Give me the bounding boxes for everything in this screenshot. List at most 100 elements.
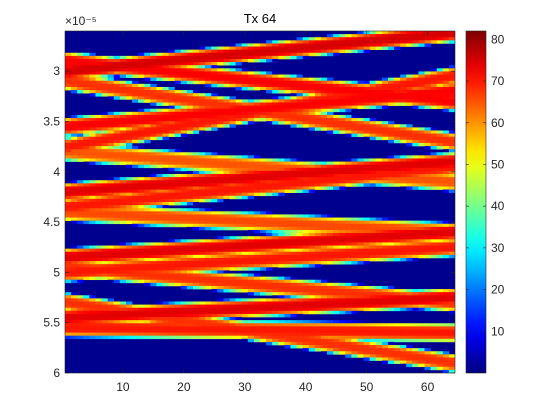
heatmap-cell bbox=[345, 133, 352, 138]
heatmap-cell bbox=[223, 282, 230, 287]
heatmap-cell bbox=[77, 264, 84, 268]
heatmap-cell bbox=[150, 282, 157, 287]
heatmap-cell bbox=[302, 298, 310, 302]
heatmap-cell bbox=[345, 307, 352, 312]
heatmap-cell bbox=[199, 180, 206, 184]
heatmap-cell bbox=[83, 329, 90, 333]
heatmap-cell bbox=[327, 177, 334, 181]
heatmap-cell bbox=[272, 332, 279, 336]
heatmap-cell bbox=[272, 301, 279, 305]
heatmap-cell bbox=[375, 83, 383, 88]
heatmap-cell bbox=[119, 264, 127, 268]
heatmap-cell bbox=[320, 167, 328, 172]
heatmap-cell bbox=[247, 183, 255, 187]
heatmap-cell bbox=[144, 77, 151, 82]
heatmap-cell bbox=[406, 257, 413, 262]
heatmap-cell bbox=[363, 357, 370, 361]
heatmap-cell bbox=[101, 161, 108, 165]
heatmap-cell bbox=[345, 96, 352, 100]
heatmap-cell bbox=[77, 52, 84, 57]
heatmap-cell bbox=[369, 158, 377, 162]
heatmap-cell bbox=[369, 124, 377, 128]
heatmap-cell bbox=[168, 155, 175, 159]
heatmap-cell bbox=[217, 223, 224, 228]
heatmap-cell bbox=[290, 236, 297, 240]
heatmap-cell bbox=[65, 317, 72, 321]
heatmap-cell bbox=[339, 99, 346, 103]
heatmap-cell bbox=[357, 341, 364, 346]
heatmap-cell bbox=[138, 264, 145, 268]
heatmap-cell bbox=[205, 195, 212, 200]
heatmap-cell bbox=[211, 335, 218, 340]
heatmap-cell bbox=[302, 170, 310, 175]
heatmap-cell bbox=[351, 80, 358, 85]
heatmap-cell bbox=[333, 37, 340, 41]
heatmap-cell bbox=[89, 118, 96, 122]
heatmap-cell bbox=[320, 49, 328, 54]
heatmap-cell bbox=[406, 289, 413, 293]
heatmap-cell bbox=[381, 136, 389, 141]
heatmap-cell bbox=[150, 248, 157, 253]
heatmap-cell bbox=[65, 217, 72, 221]
heatmap-cell bbox=[296, 301, 303, 305]
heatmap-cell bbox=[418, 351, 425, 355]
heatmap-cell bbox=[77, 257, 84, 262]
heatmap-cell bbox=[199, 270, 206, 274]
heatmap-cell bbox=[156, 208, 163, 212]
heatmap-cell bbox=[162, 118, 169, 122]
heatmap-cell bbox=[351, 348, 358, 352]
heatmap-cell bbox=[320, 329, 328, 333]
heatmap-cell bbox=[186, 226, 194, 231]
heatmap-cell bbox=[186, 108, 194, 113]
heatmap-cell bbox=[205, 68, 212, 72]
heatmap-cell bbox=[174, 326, 182, 330]
heatmap-cell bbox=[83, 127, 90, 131]
heatmap-cell bbox=[223, 46, 230, 50]
heatmap-cell bbox=[199, 46, 206, 50]
heatmap-cell bbox=[394, 40, 401, 44]
heatmap-cell bbox=[144, 192, 151, 197]
heatmap-cell bbox=[333, 239, 340, 243]
heatmap-cell bbox=[394, 139, 401, 144]
heatmap-cell bbox=[113, 198, 121, 203]
heatmap-cell bbox=[296, 52, 303, 57]
heatmap-cell bbox=[418, 161, 425, 165]
heatmap-cell bbox=[113, 208, 121, 212]
heatmap-cell bbox=[168, 239, 175, 243]
heatmap-cell bbox=[101, 111, 108, 116]
heatmap-cell bbox=[211, 46, 218, 50]
heatmap-cell bbox=[247, 301, 255, 305]
heatmap-cell bbox=[199, 329, 206, 333]
heatmap-cell bbox=[308, 114, 316, 119]
heatmap-cell bbox=[77, 320, 84, 324]
heatmap-cell bbox=[430, 357, 438, 361]
heatmap-cell bbox=[199, 170, 206, 175]
heatmap-cell bbox=[260, 301, 267, 305]
heatmap-cell bbox=[205, 74, 212, 78]
heatmap-cell bbox=[308, 345, 316, 349]
heatmap-cell bbox=[296, 279, 303, 284]
heatmap-cell bbox=[89, 155, 96, 159]
heatmap-cell bbox=[205, 152, 212, 156]
heatmap-cell bbox=[424, 96, 431, 100]
heatmap-cell bbox=[150, 270, 157, 274]
heatmap-cell bbox=[205, 118, 212, 122]
heatmap-cell bbox=[211, 289, 218, 293]
heatmap-cell bbox=[205, 323, 212, 327]
heatmap-cell bbox=[192, 220, 200, 225]
heatmap-cell bbox=[387, 341, 395, 346]
heatmap-cell bbox=[192, 301, 200, 305]
heatmap-cell bbox=[83, 248, 90, 253]
heatmap-cell bbox=[308, 43, 316, 47]
heatmap-cell bbox=[125, 161, 133, 165]
heatmap-cell bbox=[241, 58, 249, 63]
heatmap-cell bbox=[144, 136, 151, 141]
heatmap-cell bbox=[369, 177, 377, 181]
heatmap-cell bbox=[430, 223, 438, 228]
heatmap-cell bbox=[138, 205, 145, 209]
heatmap-cell bbox=[272, 40, 279, 44]
heatmap-cell bbox=[138, 242, 145, 246]
heatmap-cell bbox=[296, 338, 303, 343]
heatmap-cell bbox=[132, 217, 139, 221]
heatmap-cell bbox=[442, 295, 450, 299]
